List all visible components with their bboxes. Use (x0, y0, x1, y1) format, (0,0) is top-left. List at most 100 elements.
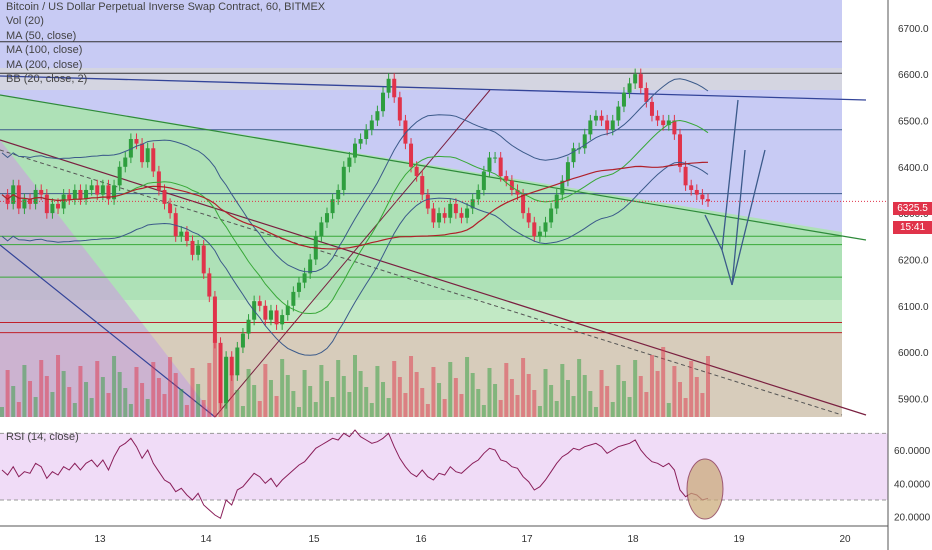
volume-bar (28, 381, 33, 417)
volume-bar (72, 403, 77, 417)
candle-body (515, 189, 520, 195)
candle-body (89, 185, 94, 190)
volume-bar (190, 368, 195, 417)
candle-body (246, 319, 251, 334)
candle-body (358, 139, 363, 144)
candle-body (179, 231, 184, 237)
volume-bar (151, 362, 156, 417)
candle-body (655, 115, 660, 121)
candle-body (392, 78, 397, 98)
volume-bar (599, 370, 604, 417)
rsi-line (1, 429, 709, 520)
volume-bar (627, 397, 632, 417)
trendline-descending (0, 139, 867, 416)
candle-body (537, 231, 542, 237)
volume-bar (89, 398, 94, 417)
volume-bar (179, 389, 184, 417)
price-tick-label: 6400.0 (898, 163, 929, 174)
volume-bar (549, 385, 554, 417)
ma200-indicator-label[interactable]: MA (200, close) (6, 58, 83, 71)
volume-bar (420, 388, 425, 417)
candle-body (117, 166, 122, 186)
price-tick-label: 6600.0 (898, 70, 929, 81)
candle-body (661, 120, 666, 126)
volume-bar (22, 365, 27, 417)
projection-arrow (731, 149, 746, 286)
rsi-highlight-ellipse (686, 458, 724, 520)
volume-bar (689, 361, 694, 417)
candle-body (683, 166, 688, 186)
candle-body (599, 115, 604, 121)
rsi-indicator-label[interactable]: RSI (14, close) (6, 431, 79, 443)
candle-body (151, 148, 156, 172)
ma100-indicator-label[interactable]: MA (100, close) (6, 44, 83, 57)
candle-body (33, 189, 38, 204)
volume-bar (358, 371, 363, 417)
candle-body (560, 180, 565, 195)
candle-body (616, 106, 621, 121)
volume-bar (235, 390, 240, 417)
volume-indicator-label[interactable]: Vol (20) (6, 15, 44, 28)
bollinger-indicator-label[interactable]: BB (20, close, 2) (6, 73, 88, 86)
candle-body (263, 305, 268, 320)
candle-body (39, 189, 44, 195)
time-tick-label: 14 (200, 534, 212, 545)
candle-body (207, 273, 212, 297)
candle-body (190, 240, 195, 255)
volume-bar (706, 356, 710, 417)
volume-bar (448, 362, 453, 417)
candle-body (145, 148, 150, 163)
volume-bar (123, 388, 128, 417)
volume-bar (313, 402, 318, 417)
candle-body (470, 199, 475, 209)
time-tick-label: 19 (733, 534, 745, 545)
ma50-indicator-label[interactable]: MA (50, close) (6, 29, 77, 42)
volume-bar (677, 382, 682, 417)
candle-body (481, 171, 486, 190)
candle-body (235, 347, 240, 376)
candle-body (549, 208, 554, 223)
candle-body (341, 166, 346, 190)
volume-bar (341, 376, 346, 417)
trendline-dashed (0, 149, 843, 416)
volume-bar (381, 382, 386, 417)
candle-body (375, 111, 380, 121)
volume-bar (67, 387, 72, 417)
candle-body (156, 171, 161, 190)
volume-bar (610, 402, 615, 417)
volume-bar (291, 391, 296, 417)
time-tick-label: 20 (839, 534, 851, 545)
volume-bar (397, 377, 402, 417)
candle-body (324, 213, 329, 223)
candle-body (649, 101, 654, 116)
volume-bar (50, 392, 55, 417)
price-tick-label: 6700.0 (898, 24, 929, 35)
bollinger-upper (1, 78, 709, 273)
candle-body (627, 83, 632, 93)
candle-body (565, 162, 570, 181)
candle-body (638, 74, 643, 89)
candle-body (694, 189, 699, 195)
volume-bar (319, 365, 324, 417)
bar-countdown-tag: 15:41 (893, 221, 932, 234)
candle-body (700, 194, 705, 200)
candle-body (605, 120, 610, 130)
candle-body (420, 176, 425, 195)
time-tick-label: 18 (627, 534, 639, 545)
volume-bar (453, 378, 458, 417)
candle-body (532, 222, 537, 237)
symbol-title[interactable]: Bitcoin / US Dollar Perpetual Inverse Sw… (6, 1, 326, 13)
volume-bar (201, 400, 206, 417)
candle-body (465, 208, 470, 218)
volume-bar (324, 381, 329, 417)
volume-bar (392, 361, 397, 417)
volume-bar (56, 355, 61, 417)
candle-body (588, 120, 593, 135)
candle-body (296, 282, 301, 292)
candle-body (414, 166, 419, 177)
candle-body (582, 134, 587, 149)
volume-bar (145, 399, 150, 417)
volume-bar (481, 405, 486, 417)
